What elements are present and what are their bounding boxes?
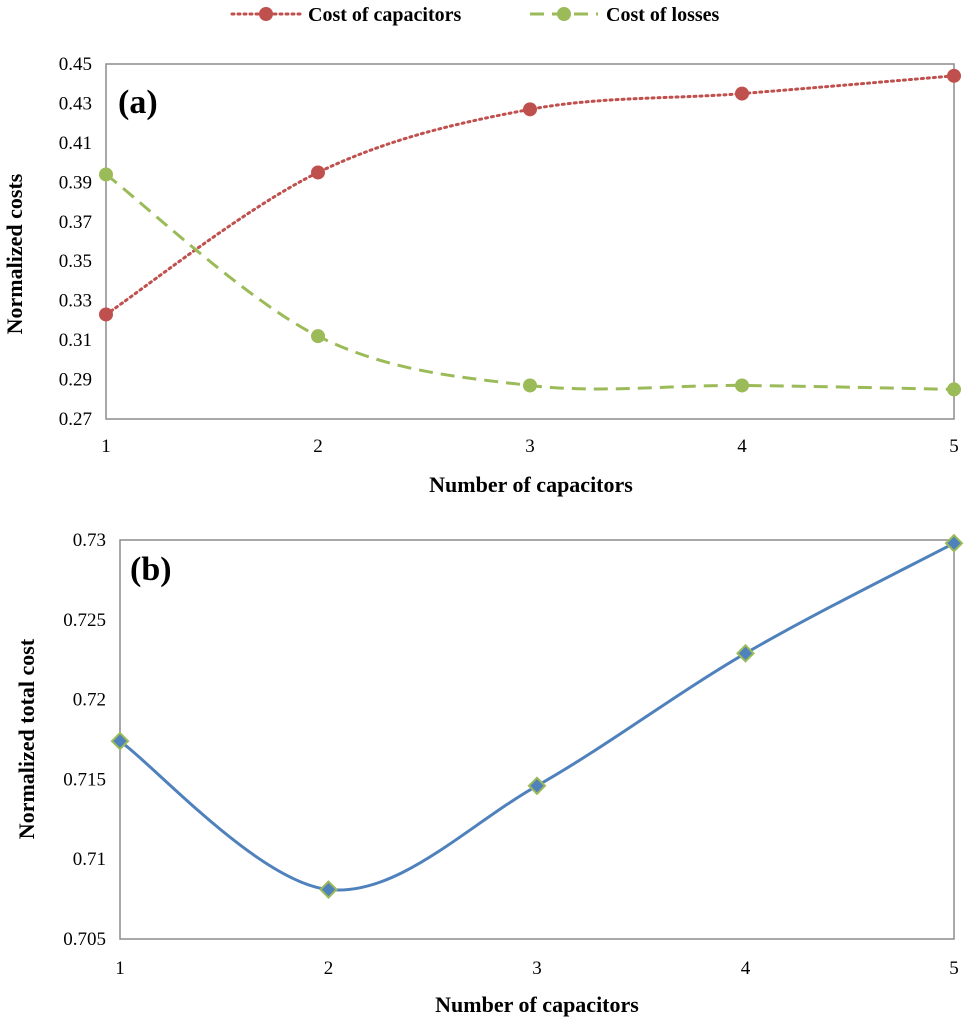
plot-area-b — [119, 539, 955, 940]
legend-label-cost-of-capacitors: Cost of capacitors — [308, 4, 462, 26]
x-tick-label: 5 — [949, 958, 959, 979]
x-tick-labels-b: 1 2 3 4 5 — [115, 958, 959, 979]
legend: Cost of capacitors Cost of losses — [230, 4, 720, 26]
plot-area-a — [105, 63, 955, 420]
y-tick-label: 0.33 — [59, 291, 92, 312]
series-group-b — [110, 533, 964, 899]
x-tick-label: 4 — [737, 436, 747, 457]
data-point-cost-of-capacitors — [311, 165, 325, 180]
data-point-cost-of-losses — [99, 167, 113, 182]
y-tick-label: 0.37 — [59, 212, 92, 233]
data-point-series-1 — [527, 776, 547, 796]
y-tick-label: 0.35 — [59, 251, 92, 272]
y-tick-label: 0.715 — [63, 769, 106, 790]
data-point-cost-of-capacitors — [947, 68, 961, 83]
x-axis-title-a: Number of capacitors — [429, 472, 633, 497]
x-tick-label: 2 — [324, 958, 334, 979]
data-point-cost-of-capacitors — [523, 102, 537, 117]
legend-label-cost-of-losses: Cost of losses — [606, 4, 720, 26]
x-tick-label: 4 — [741, 958, 751, 979]
data-point-cost-of-losses — [311, 329, 325, 344]
x-tick-label: 1 — [115, 958, 125, 979]
y-axis-title-a: Normalized costs — [2, 173, 27, 334]
y-tick-label: 0.31 — [59, 330, 92, 351]
series-group-a — [99, 68, 961, 397]
x-tick-labels-a: 1 2 3 4 5 — [101, 436, 959, 457]
legend-marker-cost-of-losses — [557, 7, 571, 21]
y-tick-label: 0.72 — [73, 690, 106, 711]
data-point-series-1 — [944, 533, 964, 553]
y-tick-label: 0.43 — [59, 93, 92, 114]
x-tick-label: 3 — [532, 958, 542, 979]
data-point-cost-of-losses — [735, 378, 749, 393]
data-point-cost-of-capacitors — [99, 307, 113, 322]
y-tick-label: 0.71 — [73, 849, 106, 870]
data-point-series-1 — [319, 880, 338, 899]
y-axis-title-b: Normalized total cost — [14, 638, 39, 839]
legend-item-cost-of-losses: Cost of losses — [530, 4, 720, 26]
y-tick-label: 0.41 — [59, 133, 92, 154]
data-point-cost-of-capacitors — [735, 86, 749, 101]
x-tick-label: 2 — [313, 436, 323, 457]
panel-label-b: (b) — [130, 551, 172, 588]
series-line-cost-of-losses — [105, 173, 955, 391]
y-tick-labels-a: 0.27 0.29 0.31 0.33 0.35 0.37 0.39 0.41 0.43 0.45 — [59, 54, 92, 430]
series-line-series-1 — [119, 541, 955, 892]
legend-item-cost-of-capacitors: Cost of capacitors — [230, 4, 462, 26]
data-point-series-1 — [110, 731, 130, 751]
y-tick-label: 0.73 — [73, 530, 106, 551]
y-tick-label: 0.45 — [59, 54, 92, 75]
data-point-series-1 — [736, 643, 755, 663]
y-tick-label: 0.39 — [59, 172, 92, 193]
x-tick-label: 5 — [949, 436, 959, 457]
data-point-cost-of-losses — [523, 378, 537, 393]
legend-marker-cost-of-capacitors — [259, 7, 273, 21]
y-tick-label: 0.27 — [59, 409, 92, 430]
panel-a: (a) 0.27 0.29 0.31 0.33 0.35 0.37 0.39 0.41 0.43… — [2, 54, 961, 497]
y-tick-label: 0.705 — [63, 929, 106, 950]
x-tick-label: 3 — [525, 436, 535, 457]
x-tick-label: 1 — [101, 436, 111, 457]
panel-b: (b) 0.705 0.71 0.715 0.72 0.725 0.73 1 2 3 4 5 No… — [14, 530, 964, 1017]
data-point-cost-of-losses — [947, 382, 961, 397]
y-tick-labels-b: 0.705 0.71 0.715 0.72 0.725 0.73 — [63, 530, 106, 950]
x-axis-title-b: Number of capacitors — [435, 992, 639, 1017]
y-tick-label: 0.725 — [63, 610, 106, 631]
y-tick-label: 0.29 — [59, 370, 92, 391]
panel-label-a: (a) — [118, 84, 158, 121]
